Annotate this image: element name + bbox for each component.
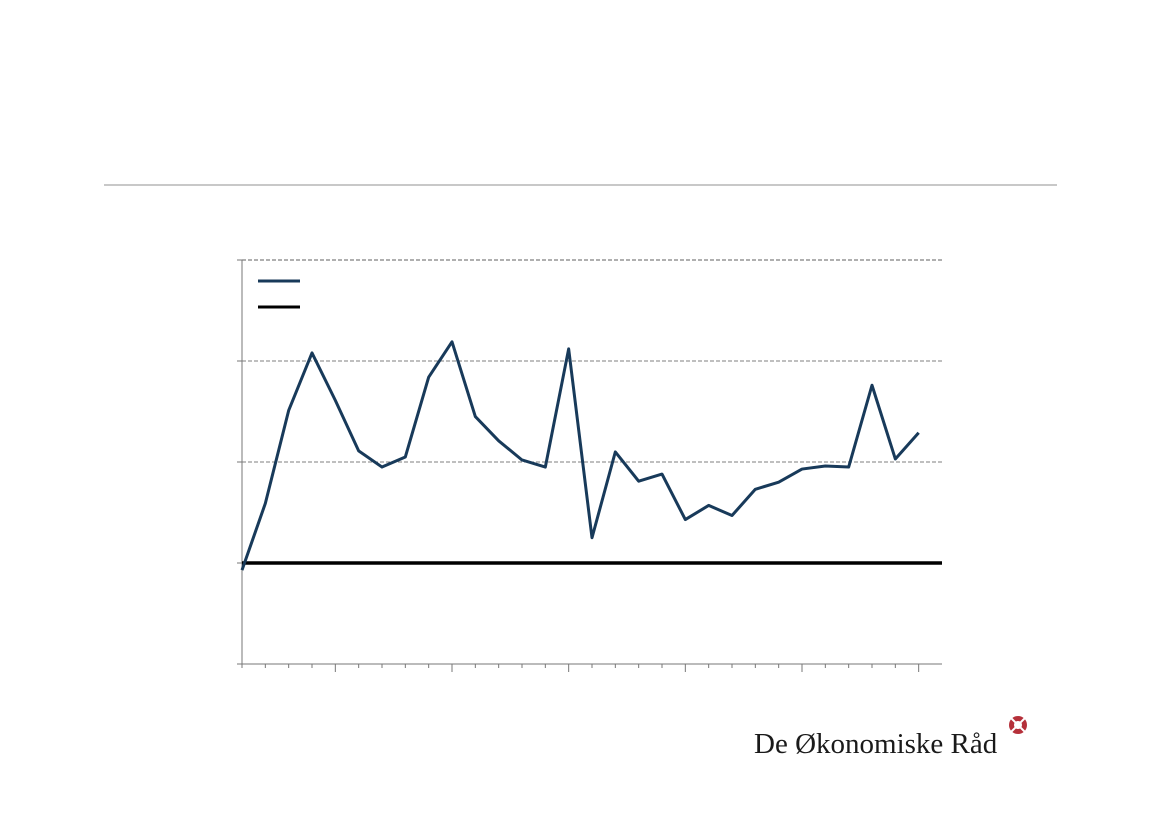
logo-text: De Økonomiske Råd bbox=[754, 728, 998, 760]
logo-icon bbox=[1009, 716, 1027, 734]
series-line bbox=[240, 340, 920, 571]
